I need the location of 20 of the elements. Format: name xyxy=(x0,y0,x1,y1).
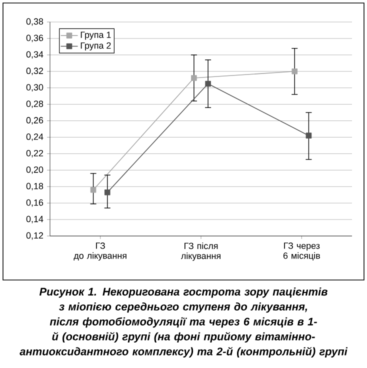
y-tick-label: 0,26 xyxy=(26,117,44,124)
y-tick-label: 0,34 xyxy=(26,51,44,59)
y-tick-label: 0,32 xyxy=(26,68,44,76)
y-tick-label: 0,22 xyxy=(26,150,44,158)
x-tick-label: ГЗ через 6 місяців xyxy=(283,242,320,261)
x-tick-label: ГЗ після лікування xyxy=(180,242,220,261)
y-tick-label: 0,18 xyxy=(26,182,44,190)
y-tick-label: 0,16 xyxy=(26,199,44,207)
y-tick-label: 0,14 xyxy=(26,216,44,224)
y-tick-label: 0,12 xyxy=(26,232,44,240)
x-tick-label: ГЗ до лікування xyxy=(74,242,126,261)
legend-label: Група 2 xyxy=(80,42,111,50)
y-tick-label: 0,20 xyxy=(26,166,44,174)
y-tick-label: 0,38 xyxy=(26,18,44,26)
y-tick-label: 0,36 xyxy=(26,34,44,42)
y-tick-label: 0,28 xyxy=(26,100,44,108)
y-tick-label: 0,30 xyxy=(26,84,44,92)
y-tick-label: 0,24 xyxy=(26,134,44,141)
legend-label: Група 1 xyxy=(80,32,111,40)
text: Рисунок 1. Некоригована гострота зору пацієнтів з міопією середнього ступеня до лікування, після фотобіомодуляції та через 6 місяців в 1-й (основній) групі (на фоні прийому вітамінно-антиоксидантного комплексу) та 2-й (контрольній) групі xyxy=(20,288,348,358)
